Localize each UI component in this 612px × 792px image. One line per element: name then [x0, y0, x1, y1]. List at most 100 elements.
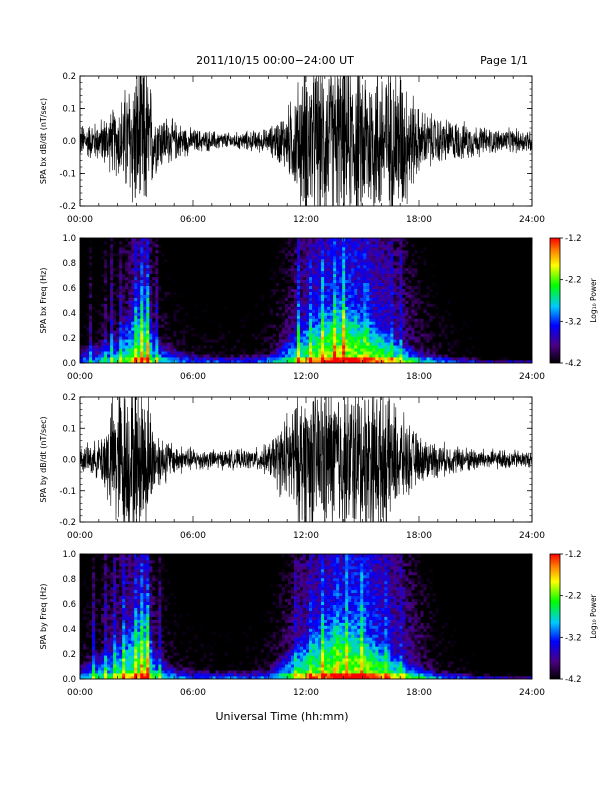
heatmap-cell [396, 252, 400, 257]
heatmap-cell [83, 342, 87, 346]
heatmap-cell [194, 264, 198, 269]
heatmap-cell [384, 336, 388, 340]
heatmap-cell [278, 312, 283, 316]
heatmap-cell [164, 249, 168, 254]
heatmap-cell [248, 324, 253, 328]
heatmap-cell [92, 238, 96, 242]
heatmap-cell [218, 279, 223, 284]
heatmap-cell [408, 306, 412, 310]
heatmap-cell [260, 297, 265, 301]
heatmap-cell [324, 357, 328, 361]
heatmap-cell [408, 276, 412, 281]
heatmap-cell [393, 327, 397, 331]
heatmap-cell [113, 309, 117, 313]
heatmap-cell [227, 285, 232, 289]
heatmap-cell [89, 276, 93, 281]
heatmap-cell [227, 270, 232, 275]
heatmap-cell [221, 258, 226, 263]
heatmap-cell [327, 351, 331, 355]
heatmap-cell [278, 276, 283, 281]
heatmap-cell [98, 297, 102, 301]
heatmap-cell [146, 339, 150, 343]
heatmap-cell [92, 276, 96, 281]
heatmap-cell [345, 246, 349, 251]
heatmap-cell [83, 291, 87, 295]
heatmap-cell [128, 312, 132, 316]
heatmap-cell [348, 294, 352, 298]
heatmap-cell [263, 285, 268, 289]
heatmap-cell [402, 261, 406, 266]
heatmap-cell [399, 294, 403, 298]
heatmap-cell [197, 315, 201, 319]
heatmap-cell [221, 288, 226, 292]
heatmap-cell [191, 303, 195, 307]
heatmap-cell [203, 345, 207, 349]
heatmap-cell [321, 303, 325, 307]
heatmap-cell [236, 276, 241, 281]
heatmap-cell [149, 285, 153, 289]
heatmap-cell [387, 306, 391, 310]
heatmap-cell [360, 330, 364, 334]
heatmap-cell [125, 312, 129, 316]
heatmap-cell [194, 238, 198, 242]
heatmap-cell [119, 255, 123, 260]
heatmap-cell [302, 294, 307, 298]
heatmap-cell [318, 288, 322, 292]
heatmap-cell [302, 345, 307, 349]
heatmap-cell [251, 342, 256, 346]
heatmap-cell [345, 273, 349, 278]
heatmap-cell [399, 273, 403, 278]
heatmap-cell [290, 342, 295, 346]
heatmap-cell [272, 345, 277, 349]
heatmap-cell [260, 255, 265, 260]
heatmap-cell [287, 309, 292, 313]
heatmap-cell [149, 300, 153, 304]
heatmap-cell [146, 315, 150, 319]
heatmap-cell [423, 327, 427, 331]
heatmap-cell [309, 264, 313, 269]
heatmap-cell [284, 357, 289, 361]
heatmap-cell [149, 297, 153, 301]
heatmap-cell [188, 321, 192, 325]
heatmap-cell [369, 279, 373, 284]
heatmap-cell [89, 360, 93, 363]
heatmap-cell [200, 258, 204, 263]
heatmap-cell [390, 261, 394, 266]
heatmap-cell [342, 345, 346, 349]
heatmap-cell [315, 258, 319, 263]
heatmap-cell [137, 270, 141, 275]
heatmap-cell [89, 324, 93, 328]
heatmap-cell [149, 315, 153, 319]
heatmap-cell [173, 261, 177, 266]
heatmap-cell [399, 246, 403, 251]
heatmap-cell [197, 300, 201, 304]
heatmap-cell [426, 300, 430, 304]
heatmap-cell [423, 246, 427, 251]
heatmap-cell [242, 270, 247, 275]
heatmap-cell [257, 267, 262, 272]
heatmap-cell [384, 243, 388, 248]
heatmap-cell [287, 249, 292, 254]
heatmap-cell [287, 312, 292, 316]
heatmap-cell [146, 270, 150, 275]
heatmap-cell [257, 312, 262, 316]
heatmap-cell [354, 300, 358, 304]
heatmap-cell [182, 270, 186, 275]
heatmap-cell [137, 330, 141, 334]
heatmap-cell [378, 342, 382, 346]
heatmap-cell [119, 354, 123, 358]
heatmap-cell [158, 300, 162, 304]
heatmap-cell [296, 345, 301, 349]
heatmap-cell [363, 360, 367, 363]
heatmap-cell [330, 252, 334, 257]
heatmap-cell [227, 351, 232, 355]
heatmap-cell [134, 315, 138, 319]
heatmap-cell [269, 285, 274, 289]
heatmap-cell [224, 330, 229, 334]
heatmap-cell [215, 327, 220, 331]
heatmap-cell [161, 327, 165, 331]
heatmap-cell [164, 252, 168, 257]
heatmap-cell [86, 243, 90, 248]
heatmap-cell [321, 279, 325, 284]
heatmap-cell [248, 288, 253, 292]
